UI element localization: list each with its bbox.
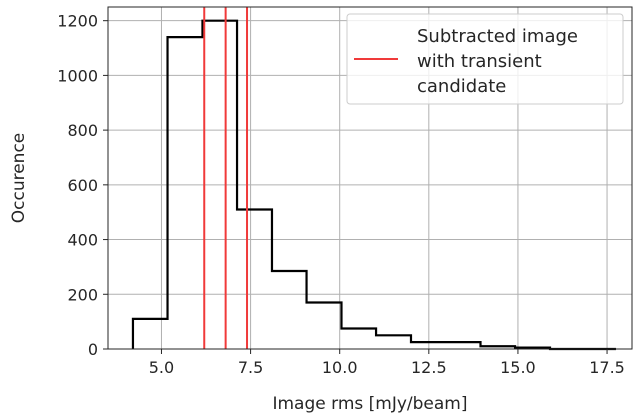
x-tick-label: 15.0 — [500, 358, 536, 377]
legend-label: Subtracted image with transient candidat… — [417, 26, 584, 97]
transient-candidate-lines — [203, 7, 249, 349]
legend-box — [346, 13, 624, 105]
legend-label-line-3: candidate — [417, 76, 506, 97]
x-tick-label: 7.5 — [238, 358, 263, 377]
legend-label-line-2: with transient — [417, 51, 542, 72]
y-tick-label: 1200 — [57, 12, 98, 31]
x-tick-label: 17.5 — [589, 358, 625, 377]
x-tick-label: 5.0 — [149, 358, 174, 377]
y-tick-label: 800 — [67, 121, 98, 140]
y-tick-label: 200 — [67, 285, 98, 304]
axes-frame — [107, 6, 633, 350]
legend-label-line-1: Subtracted image — [417, 26, 578, 47]
y-tick-label: 1000 — [57, 66, 98, 85]
y-tick-label: 0 — [88, 340, 98, 359]
legend: Subtracted image with transient candidat… — [346, 13, 624, 105]
y-tick-label: 600 — [67, 176, 98, 195]
x-tick-label: 12.5 — [411, 358, 447, 377]
grid — [108, 7, 632, 350]
y-tick-label: 400 — [67, 231, 98, 250]
histogram-series — [131, 19, 616, 351]
axis-ticks: 5.0 7.5 10.0 12.5 15.0 17.5 0 200 400 600 800 1000 1… — [57, 12, 625, 377]
y-axis-label: Occurence — [9, 133, 29, 224]
x-axis-label: Image rms [mJy/beam] — [272, 394, 467, 414]
x-tick-label: 10.0 — [322, 358, 358, 377]
histogram-outline — [131, 19, 616, 351]
